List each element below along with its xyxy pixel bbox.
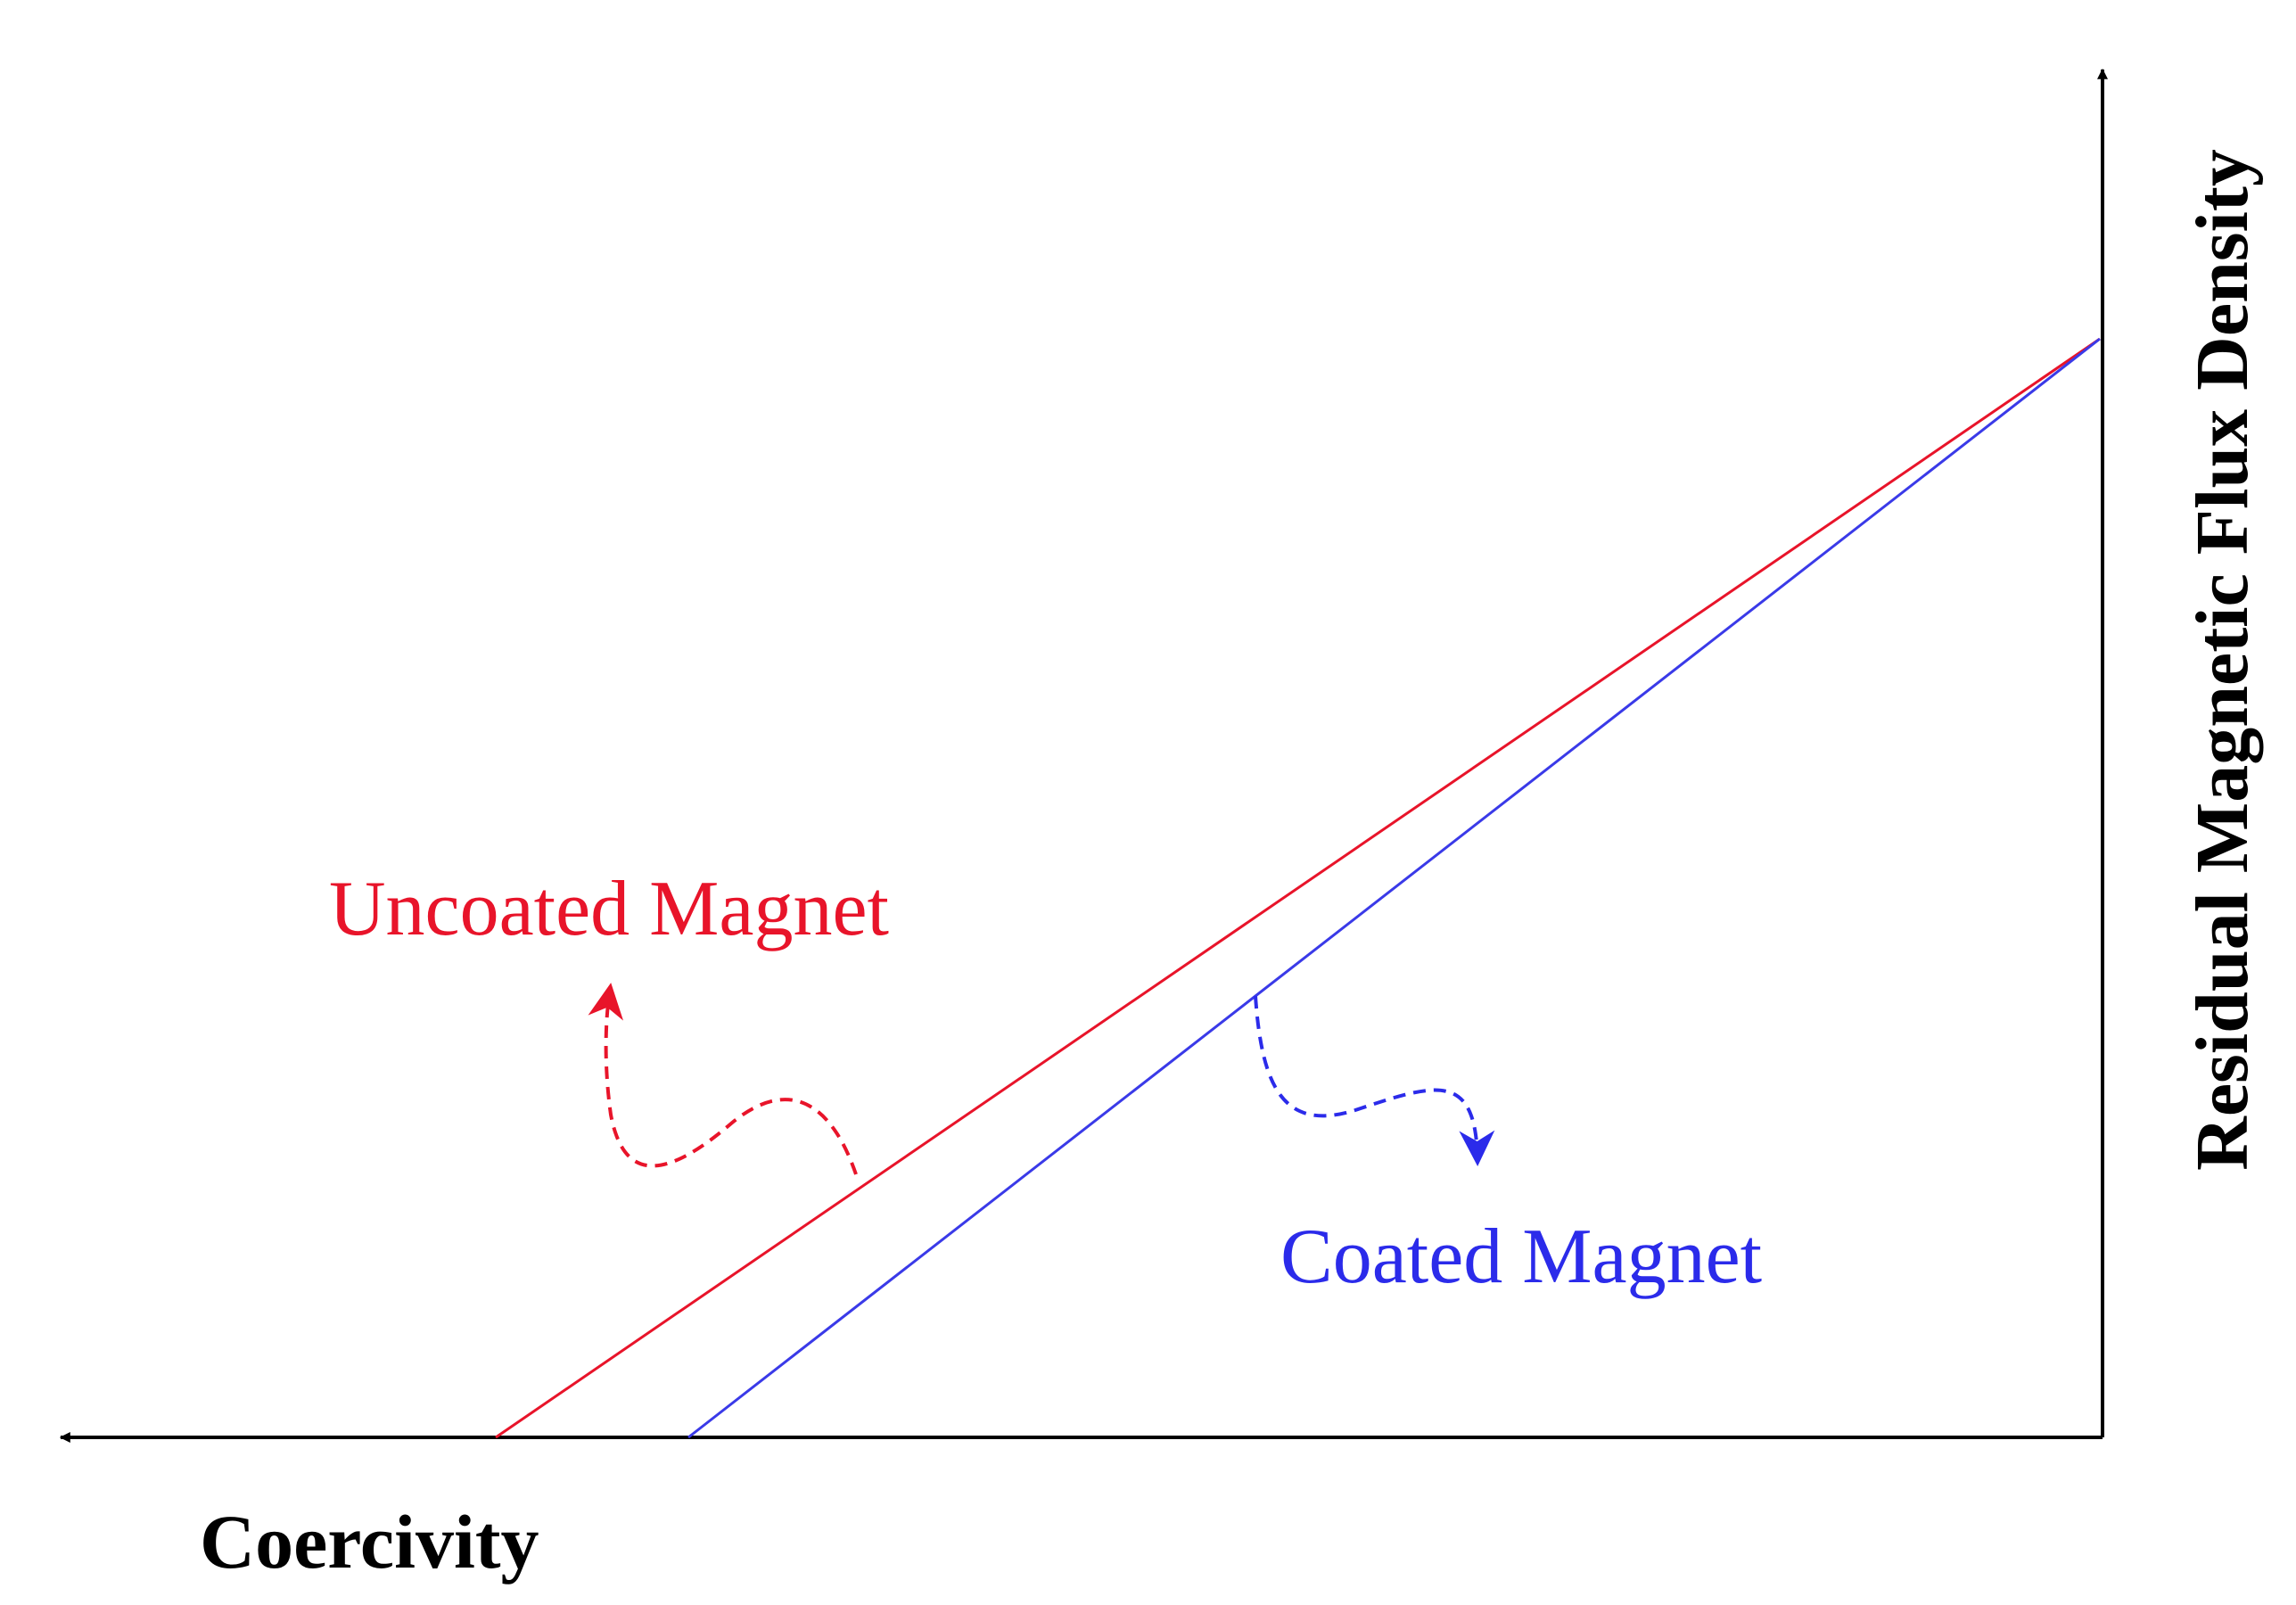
- uncoated-line: [495, 337, 2101, 1439]
- y-axis-label: Residual Magnetic Flux Density: [2181, 149, 2264, 1171]
- coated-line: [687, 337, 2101, 1439]
- x-axis-label: Coercivity: [200, 1499, 539, 1584]
- uncoated-label: Uncoated Magnet: [329, 866, 889, 952]
- uncoated-pointer: [588, 983, 858, 1175]
- coated-label: Coated Magnet: [1280, 1214, 1762, 1300]
- coated-pointer: [1254, 995, 1495, 1166]
